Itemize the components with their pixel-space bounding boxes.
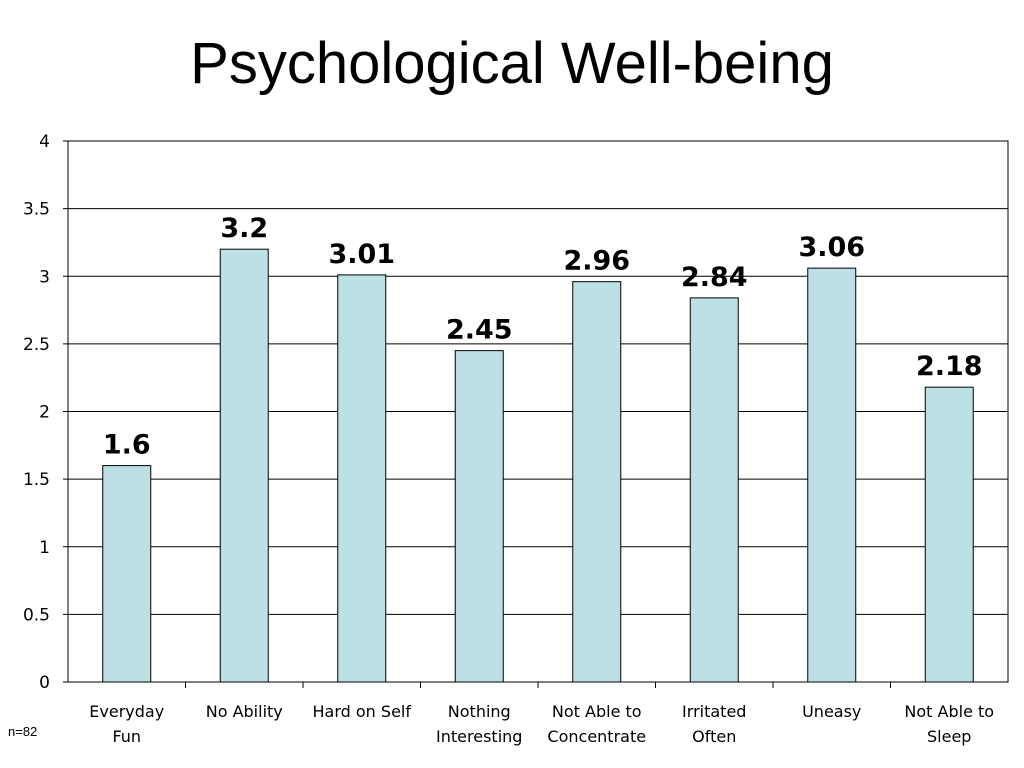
y-tick-label: 1 bbox=[39, 538, 50, 558]
bar bbox=[807, 267, 857, 683]
chart-title: Psychological Well-being bbox=[190, 31, 834, 96]
data-label: 2.18 bbox=[916, 351, 983, 382]
bar bbox=[572, 281, 622, 683]
bars bbox=[102, 248, 974, 683]
sample-size-note: n=82 bbox=[8, 724, 38, 739]
data-label: 3.2 bbox=[220, 213, 268, 244]
data-label: 3.01 bbox=[328, 239, 395, 270]
data-label: 2.84 bbox=[681, 262, 748, 293]
data-label: 2.96 bbox=[563, 246, 630, 277]
x-tick-label: Fun bbox=[112, 727, 141, 746]
x-tick-label: Everyday bbox=[89, 702, 164, 721]
x-tick-label: Sleep bbox=[927, 727, 971, 746]
y-tick-label: 3 bbox=[39, 267, 50, 287]
x-tick-label: Not Able to bbox=[552, 702, 642, 721]
bar bbox=[924, 386, 974, 683]
data-label: 1.6 bbox=[103, 430, 151, 461]
bar bbox=[102, 465, 152, 683]
y-tick-label: 4 bbox=[39, 132, 50, 152]
axes: 0 0.5 1 1.5 2 2.5 3 3.5 4 Everyday Fun No Ability Ha… bbox=[23, 132, 1009, 746]
x-tick-label: Uneasy bbox=[802, 702, 861, 721]
x-tick-label: Often bbox=[692, 727, 736, 746]
y-tick-label: 2 bbox=[39, 403, 50, 423]
x-tick-label: Hard on Self bbox=[313, 702, 412, 721]
bar bbox=[337, 274, 387, 683]
x-tick-label: Not Able to bbox=[904, 702, 994, 721]
data-labels: 1.6 3.2 3.01 2.45 2.96 2.84 3.06 2.18 bbox=[103, 213, 983, 460]
x-tick-label: Nothing bbox=[448, 702, 511, 721]
data-label: 3.06 bbox=[798, 232, 865, 263]
y-tick-label: 0 bbox=[39, 673, 50, 693]
y-tick-label: 1.5 bbox=[23, 470, 50, 490]
bar bbox=[219, 248, 269, 683]
gridlines bbox=[68, 208, 1008, 615]
bar bbox=[454, 350, 504, 683]
data-label: 2.45 bbox=[446, 315, 513, 346]
y-tick-label: 0.5 bbox=[23, 605, 50, 625]
y-tick-label: 2.5 bbox=[23, 335, 50, 355]
x-tick-label: Irritated bbox=[682, 702, 746, 721]
x-tick-label: Concentrate bbox=[547, 727, 646, 746]
x-tick-label: Interesting bbox=[436, 727, 522, 746]
bar bbox=[689, 297, 739, 683]
x-tick-label: No Ability bbox=[206, 702, 283, 721]
y-tick-label: 3.5 bbox=[23, 200, 50, 220]
